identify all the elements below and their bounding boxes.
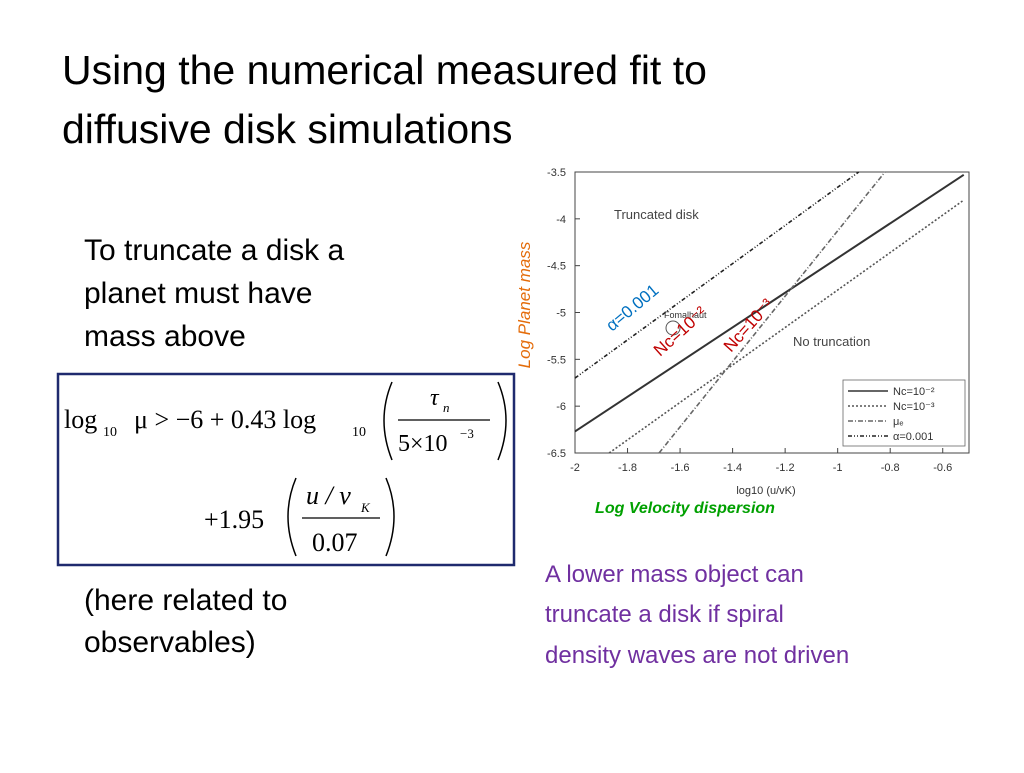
eq-part: τ [430, 385, 440, 411]
title-line: Using the numerical measured fit to [62, 47, 707, 93]
bullet-line: To truncate a disk a [84, 234, 344, 267]
eq-part: +1.95 [204, 505, 264, 534]
legend-box [842, 379, 966, 447]
eq-part: n [443, 400, 450, 415]
legend-label: Nc=10⁻³ [893, 401, 935, 413]
annotation: Nc=10⁻³ [720, 295, 777, 356]
y-tick-label: -6 [556, 401, 566, 413]
annotation: Fomalhaut [664, 310, 707, 320]
x-tick-label: -1.6 [671, 462, 690, 474]
bullet-line: planet must have [84, 277, 312, 310]
y-tick-label: -5.5 [547, 354, 566, 366]
paren [497, 381, 507, 461]
eq-part: −3 [460, 426, 474, 441]
x-tick-label: -2 [570, 462, 580, 474]
x-tick-label: -0.6 [933, 462, 952, 474]
y-tick-label: -6.5 [547, 448, 566, 460]
eq-part: u / v [306, 481, 351, 510]
eq-part: 0.07 [312, 528, 358, 557]
y-tick-label: -4.5 [547, 261, 566, 273]
equation-box [56, 372, 516, 567]
legend-label: μₑ [893, 416, 903, 428]
series-line [658, 171, 886, 454]
x-axis-label: log10 (u/vK) [736, 485, 795, 497]
eq-part: μ > −6 + 0.43 log [134, 405, 316, 434]
series-line [574, 173, 965, 433]
eq-part: 10 [103, 425, 117, 440]
fomalhaut-marker [665, 320, 681, 336]
x-tick-label: -1.4 [723, 462, 742, 474]
title-line: diffusive disk simulations [62, 106, 512, 152]
x-title: Log Velocity dispersion [595, 500, 775, 517]
eq-part: 10 [352, 425, 366, 440]
x-tick-label: -0.8 [881, 462, 900, 474]
y-tick-label: -5 [556, 308, 566, 320]
equation: log 10 μ > −6 + 0.43 log 10 τ n 5×10 −3 … [64, 381, 507, 557]
note-line: (here related to [84, 584, 287, 617]
note-line: observables) [84, 626, 256, 659]
y-title: Log Planet mass [515, 241, 534, 368]
bullet-line: mass above [84, 320, 246, 353]
annotation: Truncated disk [614, 207, 699, 222]
annotation: No truncation [793, 334, 870, 349]
paren [287, 477, 297, 557]
x-tick-label: -1 [833, 462, 843, 474]
annotation: α=0.001 [602, 280, 662, 335]
legend-label: α=0.001 [893, 431, 933, 443]
y-tick-label: -3.5 [547, 167, 566, 179]
eq-part: 5×10 [398, 431, 448, 457]
caption-line: truncate a disk if spiral [545, 601, 784, 628]
series-line [608, 199, 965, 454]
caption-line: A lower mass object can [545, 561, 804, 588]
paren [383, 381, 393, 461]
eq-part: log [64, 405, 97, 434]
paren [385, 477, 395, 557]
legend-label: Nc=10⁻² [893, 386, 935, 398]
eq-part: K [360, 500, 371, 515]
y-tick-label: -4 [556, 214, 566, 226]
x-tick-label: -1.8 [618, 462, 637, 474]
x-tick-label: -1.2 [776, 462, 795, 474]
caption-line: density waves are not driven [545, 642, 849, 669]
